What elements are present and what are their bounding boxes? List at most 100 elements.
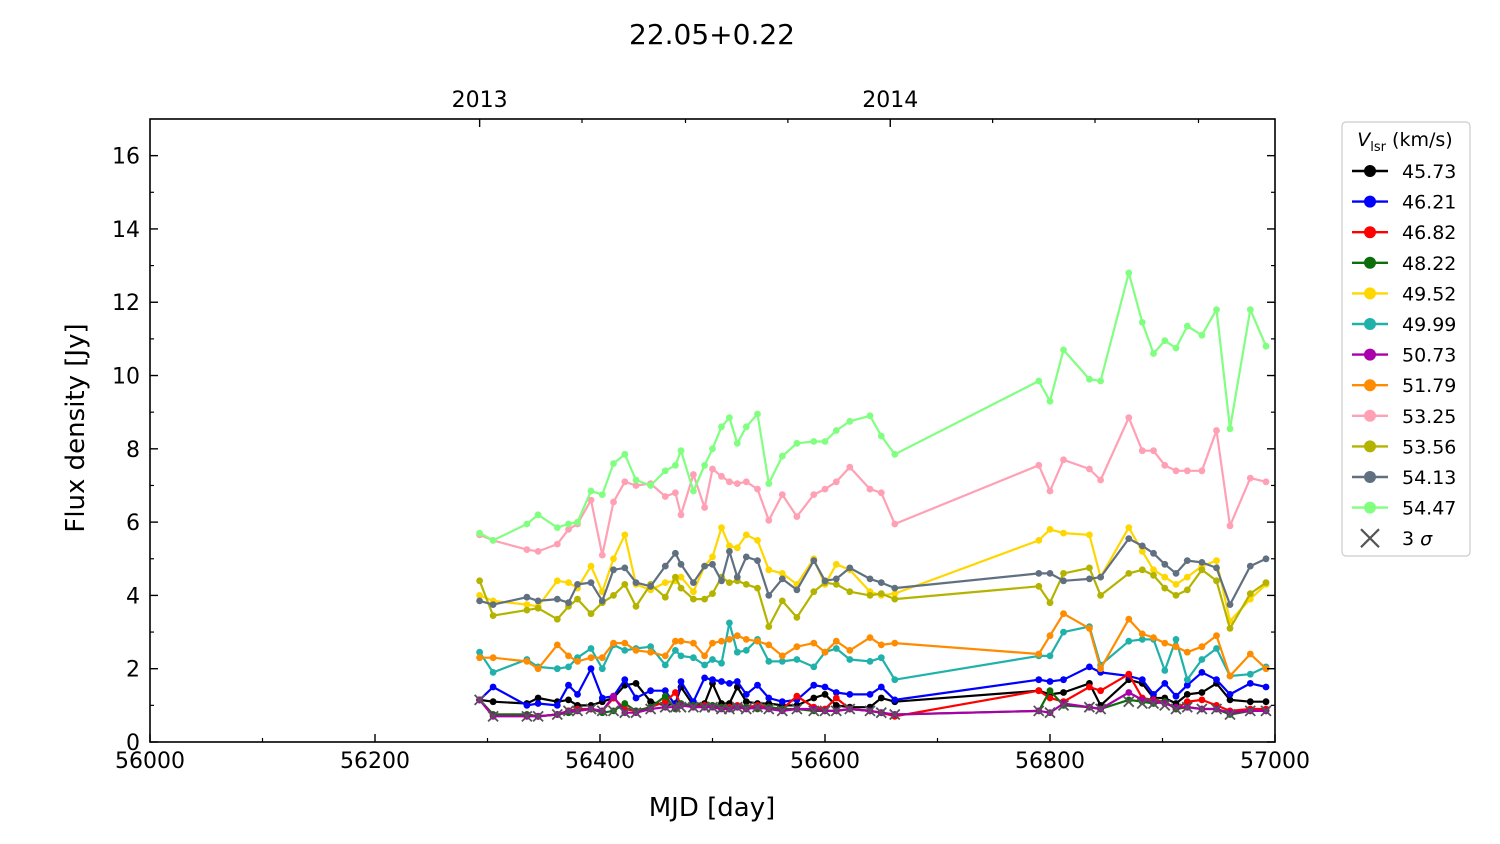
legend-marker-48.22 [1364,256,1376,269]
sigma3-marker [864,705,876,717]
data-point [1097,665,1104,673]
sigma3-marker [830,705,842,717]
sigma3-marker [751,701,764,713]
plot-area [473,269,1272,722]
data-point [754,485,761,493]
data-point [701,461,708,469]
data-point [677,511,685,519]
sigma3-marker [1224,708,1236,721]
y-tick-label: 8 [126,438,140,463]
data-point [1035,570,1043,577]
sigma3-marker [731,701,743,713]
data-point [1198,689,1206,696]
data-point [765,694,773,702]
data-point [1060,628,1067,636]
data-point [661,493,669,500]
x-tick-label: 56200 [340,749,410,774]
data-point [832,581,840,588]
data-point [846,417,854,425]
sigma3-marker [1033,705,1045,717]
legend-marker-53.56 [1364,440,1376,453]
data-point [565,579,572,586]
data-point [1046,678,1054,685]
data-point [1183,681,1191,689]
data-point [778,597,786,605]
data-point [1060,610,1067,618]
sigma3-marker [1123,696,1135,708]
data-point [1213,427,1220,434]
data-point [534,694,542,702]
data-point [778,658,786,665]
data-point [832,694,840,702]
data-point [810,694,818,702]
legend-title-unit: (km/s) [1386,129,1453,151]
sigma3-marker [687,701,700,713]
data-point [832,560,840,568]
y-tick-label: 14 [112,218,140,243]
data-point [742,478,750,486]
data-point [1046,570,1054,577]
data-point [1150,571,1157,579]
data-point [810,705,818,713]
data-point [754,537,761,544]
legend-marker-53.25 [1364,409,1376,422]
data-point [1138,542,1146,550]
data-point [1035,650,1043,658]
sigma3-marker [763,703,775,715]
series-line-49.99 [478,621,1267,681]
data-point [765,641,773,649]
data-point [523,702,531,709]
data-point [1086,375,1093,383]
legend-marker-54.47 [1364,501,1376,514]
data-point [846,647,854,654]
data-point [1246,562,1254,570]
data-point [778,452,786,460]
data-point [672,647,679,654]
data-point [742,423,750,431]
data-point [1086,575,1093,583]
data-point [621,450,629,458]
sigma3-marker [551,708,563,721]
data-point [610,555,617,563]
data-point [1262,683,1270,691]
data-point [1046,526,1054,533]
data-point [793,513,801,520]
x-tick-label: 56800 [1015,749,1085,774]
data-point [553,577,561,585]
data-point [1183,648,1191,656]
sigma3-marker [875,707,887,719]
data-point [778,575,786,583]
data-point [742,531,750,539]
sigma3-marker [1147,697,1160,710]
data-point [1246,698,1254,706]
data-point [877,579,885,586]
data-point [754,681,761,689]
data-point [574,691,581,698]
data-point [677,584,685,592]
data-point [877,432,885,440]
data-point [690,588,697,596]
legend-label-49.99: 49.99 [1402,314,1456,336]
data-point [866,485,874,493]
data-point [1172,636,1180,643]
data-point [1262,478,1270,486]
data-point [489,669,497,676]
data-point [1183,557,1191,564]
sigma3-marker [1260,705,1272,717]
data-point [832,575,840,583]
data-point [523,520,531,528]
legend-label-46.82: 46.82 [1402,222,1456,244]
data-point [810,588,818,596]
data-point [832,427,840,434]
data-point [742,647,750,654]
legend-marker-46.21 [1364,195,1376,208]
data-point [846,656,854,663]
data-point [1138,676,1146,684]
data-point [677,678,685,685]
data-point [1198,566,1206,574]
sigma3-marker [819,705,831,717]
legend-title-sub: lsr [1370,140,1386,155]
data-point [534,511,542,519]
data-point [726,680,733,687]
data-point [690,471,697,478]
